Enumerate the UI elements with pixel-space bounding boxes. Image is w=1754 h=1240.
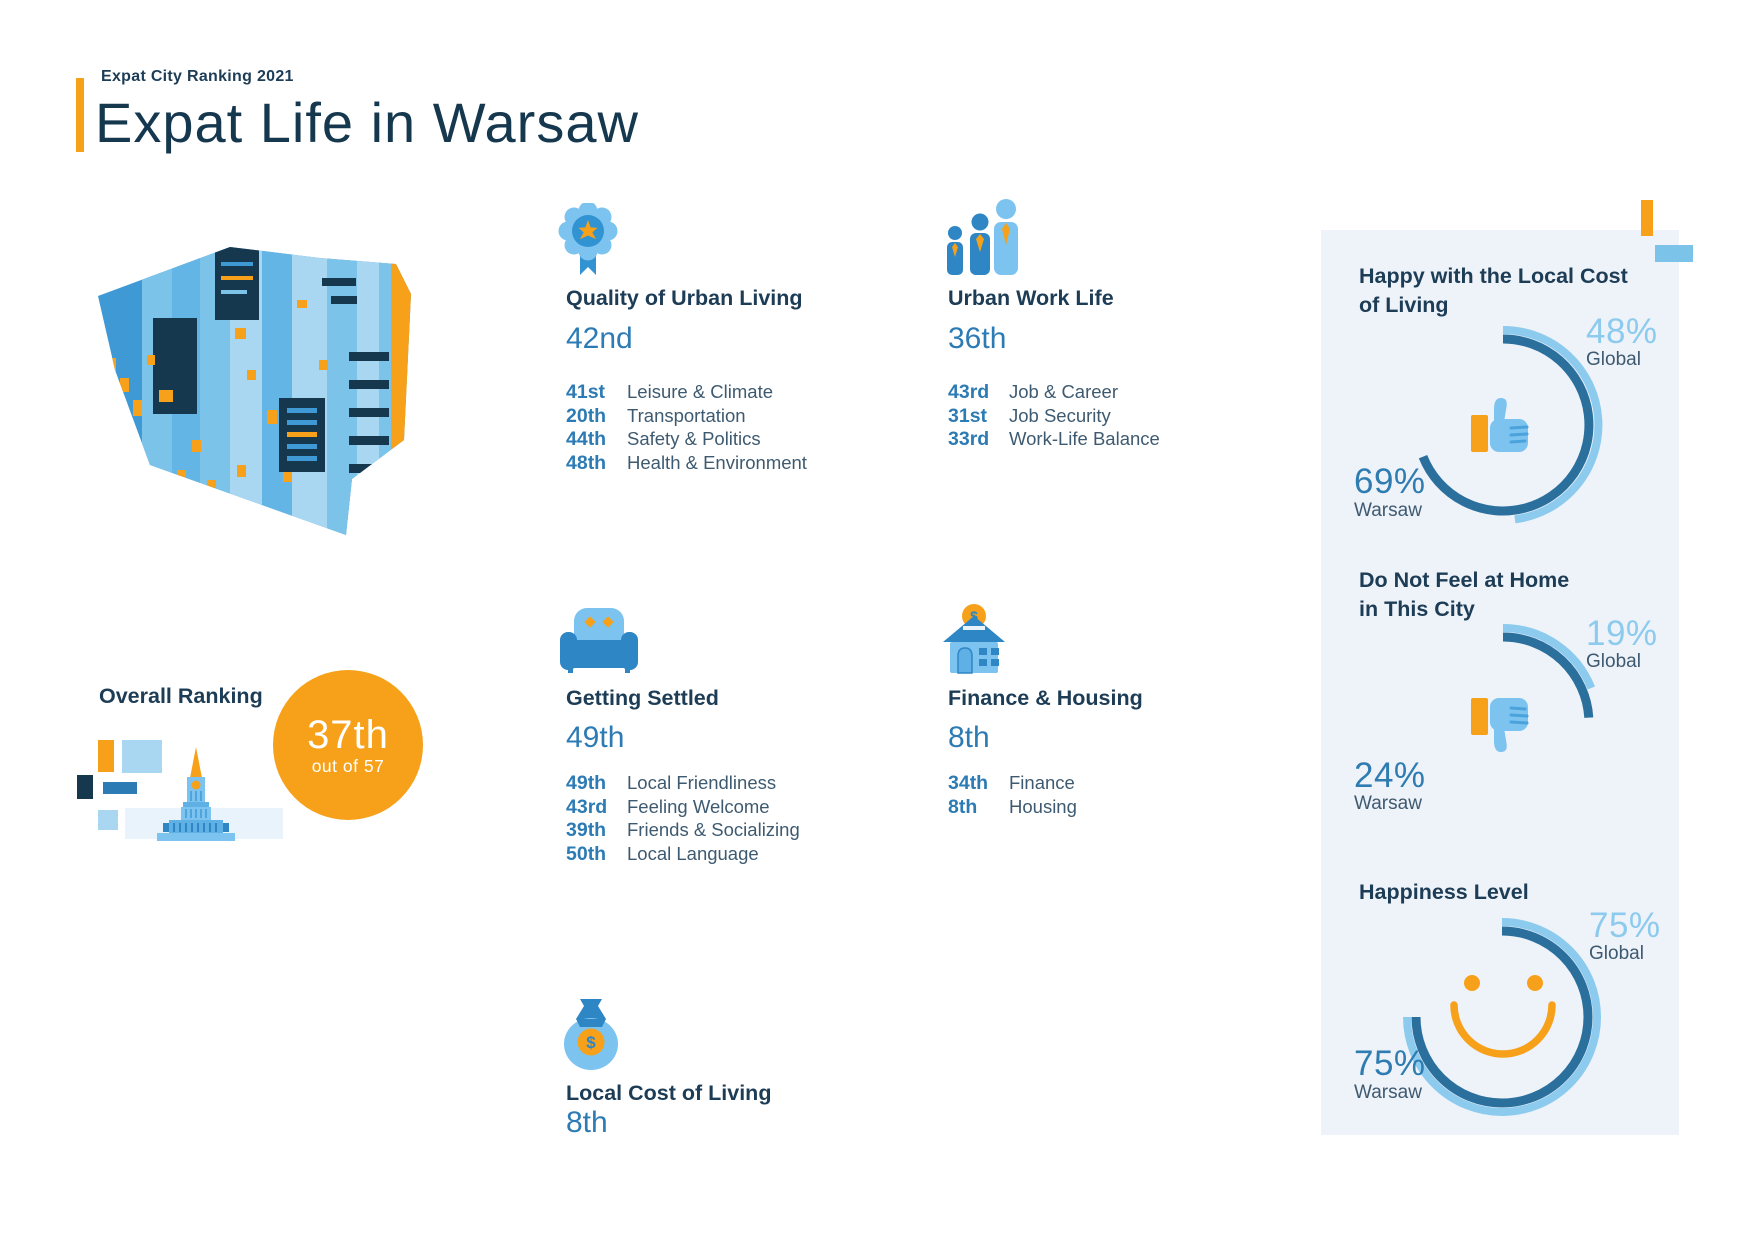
subrank-value: 39th [566,819,607,841]
subrank-label: Job & Career [1009,381,1118,402]
sidebar-stats-panel [1321,230,1679,1135]
stat-warsaw-value: 24% [1354,756,1426,795]
subrank-value: 41st [566,381,606,403]
subrank-value: 48th [566,451,607,474]
category-rank: 49th [566,721,625,754]
overall-rank-value: 37th [307,713,389,757]
category-title: Local Cost of Living [566,1081,772,1105]
smiley-icon [1450,975,1556,1058]
subrank-value: 31st [948,404,988,427]
subrank-row: 44th Safety & Politics [566,428,807,452]
subrank-row: 43rd Feeling Welcome [566,796,800,820]
people-icon [947,199,1018,275]
subrank-label: Friends & Socializing [627,819,800,840]
page-title: Expat Life in Warsaw [95,91,639,154]
subrank-row: 33rd Work-Life Balance [948,428,1160,452]
subrank-value: 8th [948,795,978,818]
thumbs-up-icon [1471,398,1529,452]
category-rank: 36th [948,322,1007,355]
stat-title: Do Not Feel at Home in This City [1359,566,1639,624]
category-rank: 8th [566,1106,608,1139]
stat-title: Happiness Level [1359,878,1639,907]
stat-global-label: Global [1586,651,1641,672]
subrank-label: Leisure & Climate [627,381,774,402]
city-map-illustration [98,247,411,535]
panel-blue-decoration [1655,245,1693,262]
stat-warsaw-label: Warsaw [1354,1082,1422,1103]
subrank-label: Finance [1009,772,1075,793]
category-subrank-list: 41st Leisure & Climate 20th Transportati… [566,381,807,475]
subrank-value: 50th [566,842,607,865]
overall-ranking-title: Overall Ranking [99,684,263,708]
subrank-row: 49th Local Friendliness [566,772,800,796]
subrank-label: Work-Life Balance [1009,428,1160,449]
stat-title-line: of Living [1359,293,1449,317]
palace-of-culture-illustration [77,740,283,841]
stat-warsaw-value: 75% [1354,1044,1426,1083]
header-accent-bar [76,78,84,152]
stat-title-line: in This City [1359,597,1475,621]
category-subrank-list: 49th Local Friendliness 43rd Feeling Wel… [566,772,800,866]
subrank-label: Local Language [627,842,759,864]
subrank-row: 43rd Job & Career [948,381,1160,405]
subrank-value: 33rd [948,428,990,450]
svg-text:$: $ [586,1033,596,1052]
stat-title-line: Happiness Level [1359,880,1529,904]
stat-title-line: Do Not Feel at Home [1359,568,1570,592]
gauge-arc-chart [1403,918,1601,1116]
gauge-arc-chart [1418,325,1603,524]
subrank-label: Job Security [1009,404,1111,426]
panel-orange-decoration [1641,200,1653,236]
subrank-label: Local Friendliness [627,772,777,793]
overall-rank-denominator: out of 57 [311,756,385,776]
house-icon: $ [943,604,1005,674]
gauge-arc-chart [1502,624,1596,718]
stat-global-value: 75% [1589,906,1661,945]
subrank-row: 31st Job Security [948,405,1160,429]
subrank-row: 39th Friends & Socializing [566,819,800,843]
subrank-label: Transportation [627,404,746,426]
category-rank: 8th [948,721,990,754]
stat-global-value: 19% [1586,614,1658,653]
subrank-row: 34th Finance [948,772,1077,796]
subrank-row: 41st Leisure & Climate [566,381,807,405]
armchair-icon [560,608,638,673]
stat-warsaw-label: Warsaw [1354,793,1422,814]
category-title: Quality of Urban Living [566,286,803,310]
category-title: Urban Work Life [948,286,1114,310]
stat-title: Happy with the Local Cost of Living [1359,262,1639,320]
category-title: Finance & Housing [948,686,1143,710]
money-bag-icon: $ [564,999,618,1070]
subrank-value: 43rd [948,381,990,403]
subrank-row: 48th Health & Environment [566,452,807,476]
subrank-label: Safety & Politics [627,428,761,449]
subrank-label: Feeling Welcome [627,795,770,817]
category-subrank-list: 34th Finance 8th Housing [948,772,1077,819]
stat-title-line: Happy with the Local Cost [1359,264,1628,288]
report-eyebrow: Expat City Ranking 2021 [101,68,294,85]
subrank-value: 43rd [566,795,608,818]
stat-warsaw-label: Warsaw [1354,500,1422,521]
subrank-value: 44th [566,428,607,450]
stat-global-value: 48% [1586,312,1658,351]
category-title: Getting Settled [566,686,719,710]
stat-warsaw-value: 69% [1354,462,1426,501]
subrank-label: Health & Environment [627,451,807,473]
stat-global-label: Global [1589,943,1644,964]
stat-global-label: Global [1586,349,1641,370]
badge-icon [558,203,618,275]
subrank-value: 20th [566,404,607,427]
category-subrank-list: 43rd Job & Career 31st Job Security 33rd… [948,381,1160,452]
subrank-label: Housing [1009,795,1077,817]
subrank-value: 49th [566,772,607,794]
svg-text:$: $ [970,608,978,624]
subrank-row: 50th Local Language [566,843,800,867]
subrank-row: 8th Housing [948,796,1077,820]
category-rank: 42nd [566,322,633,355]
thumbs-down-icon [1471,698,1529,752]
subrank-value: 34th [948,772,989,794]
overall-rank-circle: 37th out of 57 [273,670,423,820]
subrank-row: 20th Transportation [566,405,807,429]
